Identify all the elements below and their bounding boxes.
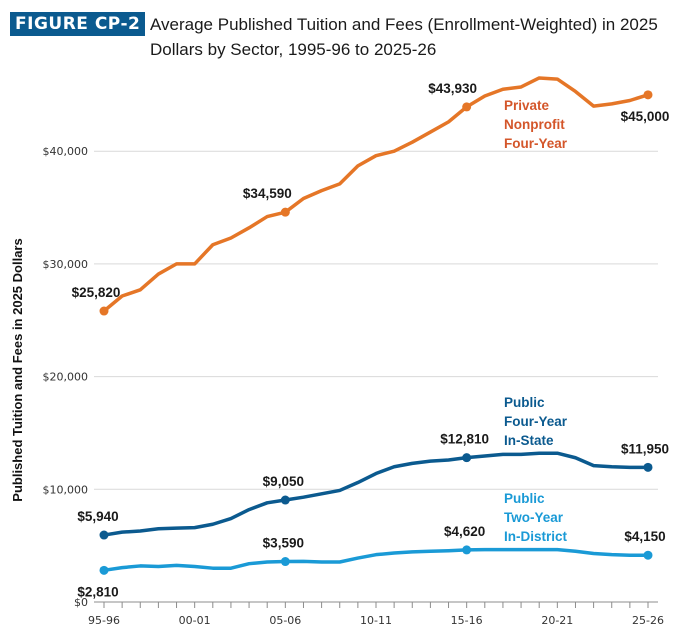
data-point — [462, 102, 472, 112]
y-tick-label: $40,000 — [43, 145, 89, 158]
x-tick-label: 05-06 — [269, 614, 301, 627]
data-label: $45,000 — [621, 109, 670, 124]
data-label: $34,590 — [243, 186, 292, 201]
series-line — [102, 547, 650, 573]
data-label: $43,930 — [428, 81, 477, 96]
y-axis-ticks: $0 $10,000 $20,000 $30,000 $40,000 — [43, 145, 89, 609]
series-lines — [99, 76, 653, 575]
data-point — [462, 545, 472, 555]
data-point — [99, 565, 109, 575]
data-label: $2,810 — [77, 584, 118, 599]
y-tick-label: $0 — [74, 596, 88, 609]
data-label: $9,050 — [263, 474, 304, 489]
data-label: $25,820 — [72, 285, 121, 300]
series-label-line: Four-Year — [504, 414, 568, 429]
x-tick-label: 00-01 — [179, 614, 211, 627]
series-line — [102, 76, 650, 313]
series-label: Private Nonprofit Four-Year — [504, 98, 568, 151]
y-tick-label: $20,000 — [43, 371, 89, 384]
data-label: $4,150 — [624, 529, 665, 544]
series-line — [102, 451, 650, 537]
data-point — [280, 207, 290, 217]
data-label: $3,590 — [263, 536, 304, 551]
series-label-line: Nonprofit — [504, 117, 565, 132]
x-tick-label: 10-11 — [360, 614, 392, 627]
gridlines — [94, 150, 658, 490]
x-tick-label: 20-21 — [541, 614, 573, 627]
y-tick-label: $30,000 — [43, 258, 89, 271]
series-label-line: In-State — [504, 433, 554, 448]
series-label-line: Two-Year — [504, 510, 564, 525]
data-point — [643, 550, 653, 560]
series-label: Public Two-Year In-District — [504, 491, 568, 544]
series-label-line: In-District — [504, 529, 568, 544]
x-tick-label: 25-26 — [632, 614, 664, 627]
x-axis: 95-96 00-01 05-06 10-11 15-16 20-21 25-26 — [88, 601, 664, 627]
series-label-line: Four-Year — [504, 136, 568, 151]
y-tick-label: $10,000 — [43, 483, 89, 496]
data-label: $5,940 — [77, 509, 118, 524]
x-tick-label: 15-16 — [451, 614, 483, 627]
chart-title: Average Published Tuition and Fees (Enro… — [150, 15, 658, 59]
data-point — [99, 530, 109, 540]
y-axis-label: Published Tuition and Fees in 2025 Dolla… — [10, 238, 25, 501]
data-point — [462, 453, 472, 463]
series-label-line: Public — [504, 491, 545, 506]
series-label-line: Private — [504, 98, 550, 113]
data-labels: $25,820 $34,590 $43,930 $45,000 Private Nonpr… — [72, 81, 670, 599]
figure-badge: FIGURE CP-2 — [10, 12, 146, 36]
data-point — [643, 90, 653, 100]
data-label: $4,620 — [444, 524, 485, 539]
data-point — [280, 495, 290, 505]
data-point — [99, 306, 109, 316]
data-point — [280, 557, 290, 567]
data-label: $11,950 — [621, 441, 669, 456]
x-tick-label: 95-96 — [88, 614, 120, 627]
data-label: $12,810 — [440, 432, 489, 447]
data-point — [643, 462, 653, 472]
series-label: Public Four-Year In-State — [504, 395, 568, 448]
series-label-line: Public — [504, 395, 545, 410]
